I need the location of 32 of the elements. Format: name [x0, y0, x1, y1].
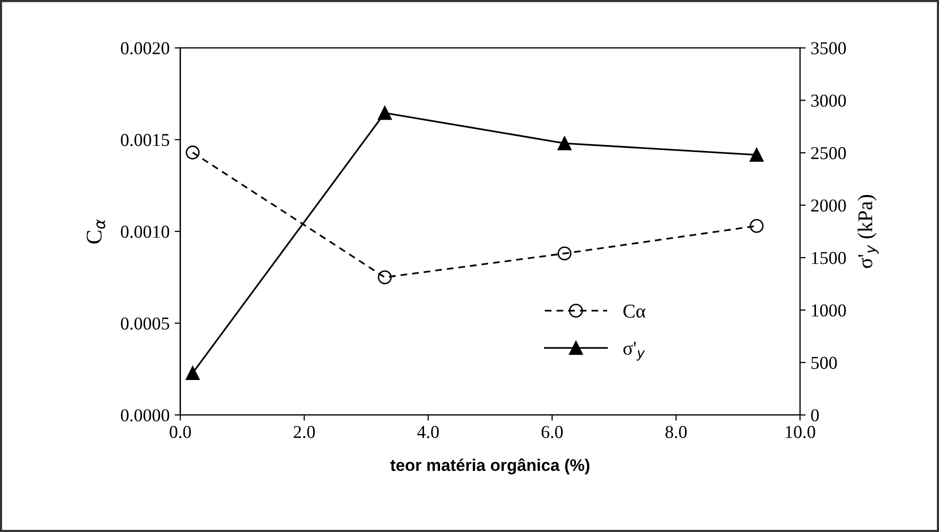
y2-tick-label: 500	[811, 356, 837, 369]
x-tick-label: 8.0	[665, 426, 687, 438]
x-tick-label: 2.0	[294, 426, 315, 438]
point	[750, 148, 764, 162]
y-tick-label: 0.0005	[120, 317, 170, 330]
point	[378, 106, 392, 120]
x-axis-title: teor matéria orgânica (%)	[390, 458, 590, 474]
y2-tick-label: 2000	[811, 199, 846, 212]
y2-tick-label: 3500	[811, 42, 846, 54]
point	[378, 270, 392, 284]
point	[750, 218, 764, 233]
point	[186, 146, 200, 160]
y2-tick-label: 0	[811, 409, 819, 422]
x-tick-label: 0.0	[170, 426, 191, 438]
y2-tick-label: 1500	[812, 252, 846, 264]
x-tick-label: 6.0	[542, 426, 563, 438]
point	[186, 366, 200, 380]
y2-tick-label: 1000	[812, 304, 846, 317]
y-tick-label: 0.0020	[120, 42, 170, 54]
y-tick-label: 0.0000	[120, 409, 170, 422]
x-tick-label: 10.0	[786, 426, 816, 438]
point	[558, 246, 572, 260]
y-axis-title: C$_{α}$	[86, 219, 106, 244]
legend-label: Cα	[623, 304, 646, 318]
y2-tick-label: 2500	[811, 147, 846, 160]
legend-label: σ'$_{y}$	[623, 342, 645, 361]
point	[558, 136, 572, 150]
y2-axis-title: σ'$_{y}$ (kPa)	[858, 195, 879, 268]
y-tick-label: 0.0010	[120, 226, 170, 238]
y2-tick-label: 3000	[811, 94, 846, 107]
x-tick-label: 4.0	[417, 426, 439, 438]
y-tick-label: 0.0015	[120, 134, 170, 146]
